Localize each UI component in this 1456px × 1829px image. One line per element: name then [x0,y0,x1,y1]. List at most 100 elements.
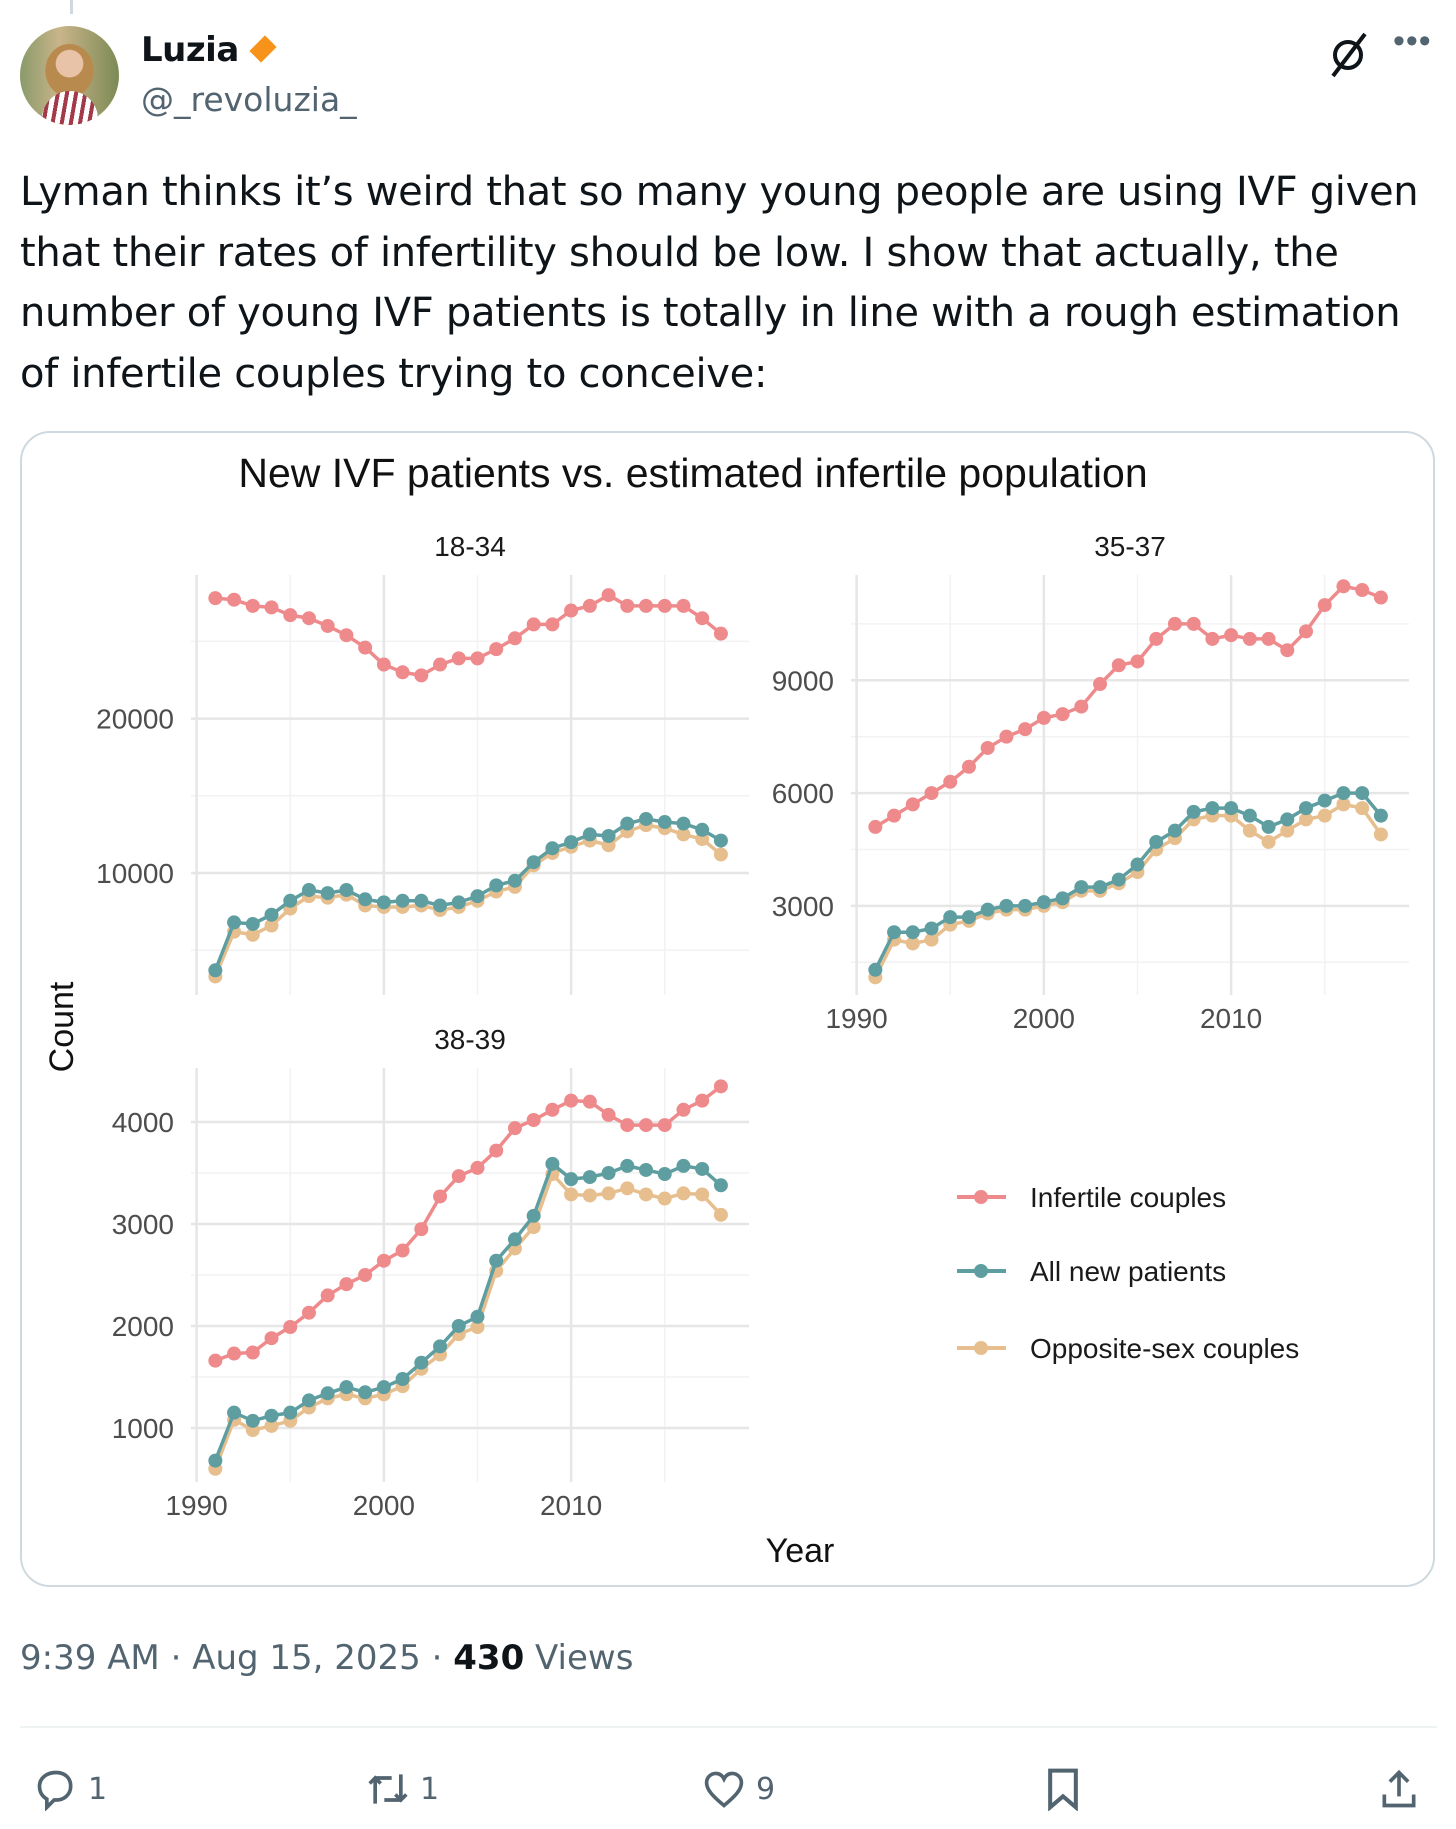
chart-image-card[interactable] [20,431,1435,1587]
data-point-infertile-couples [414,668,429,683]
separator: · [170,1638,182,1678]
data-point-infertile-couples [1224,628,1239,643]
data-point-all-new-patients [1299,801,1314,816]
x-tick-label: 2000 [353,1490,415,1521]
data-point-infertile-couples [657,598,672,613]
data-point-all-new-patients [489,1253,504,1268]
y-tick-label: 1000 [112,1413,174,1444]
data-point-infertile-couples [868,819,883,834]
data-point-infertile-couples [339,628,354,643]
data-point-all-new-patients [227,1405,242,1420]
data-point-all-new-patients [695,822,710,837]
post-date[interactable]: Aug 15, 2025 [192,1638,421,1678]
series-line-infertile-couples [874,584,1382,829]
data-point-all-new-patients [526,855,541,870]
data-point-infertile-couples [1242,631,1257,646]
x-tick-label: 2000 [1013,1003,1075,1034]
legend-key-point [974,1341,988,1355]
post-meta: 9:39 AM · Aug 15, 2025 · 430 Views [20,1638,633,1678]
series-line-opposite-sex-couples [213,1170,723,1470]
data-point-infertile-couples [376,657,391,672]
legend-label: Infertile couples [1030,1182,1226,1213]
series-line-all-new-patients [213,817,722,971]
data-point-infertile-couples [433,1189,448,1204]
data-point-all-new-patients [245,1413,260,1428]
data-point-infertile-couples [227,1346,242,1361]
data-point-all-new-patients [301,1393,316,1408]
data-point-infertile-couples [414,1222,429,1237]
data-point-infertile-couples [1093,677,1108,692]
data-point-all-new-patients [283,1405,298,1420]
post-time[interactable]: 9:39 AM [20,1638,160,1678]
repost-button[interactable]: 1 [366,1765,439,1813]
data-point-infertile-couples [376,1253,391,1268]
data-point-infertile-couples [526,617,541,632]
series-line-all-new-patients [873,791,1383,971]
data-point-infertile-couples [545,1102,560,1117]
data-point-all-new-patients [208,963,223,978]
data-point-infertile-couples [395,1243,410,1258]
x-tick-label: 2010 [1200,1003,1262,1034]
series-line-infertile-couples [215,593,723,678]
legend-key-point [974,1264,988,1278]
data-point-all-new-patients [905,925,920,940]
data-point-opposite-sex-couples [245,927,260,942]
data-point-all-new-patients [227,915,242,930]
like-button[interactable]: 9 [702,1765,775,1813]
share-button[interactable] [1377,1765,1421,1813]
data-point-all-new-patients [1167,823,1182,838]
data-point-infertile-couples [943,774,958,789]
data-point-infertile-couples [639,598,654,613]
data-point-all-new-patients [1093,880,1108,895]
data-point-infertile-couples [470,651,485,666]
data-point-infertile-couples [1336,579,1351,594]
data-point-infertile-couples [507,631,522,646]
data-point-infertile-couples [1355,583,1370,598]
bookmark-button[interactable] [1041,1765,1085,1813]
data-point-all-new-patients [1317,793,1332,808]
data-point-infertile-couples [980,740,995,755]
author-name[interactable]: Luzia [141,30,239,70]
data-point-all-new-patients [695,1161,710,1176]
more-icon[interactable]: ••• [1393,22,1432,60]
reply-button[interactable]: 1 [34,1765,107,1813]
data-point-infertile-couples [358,640,373,655]
data-point-infertile-couples [924,786,939,801]
data-point-all-new-patients [470,889,485,904]
author-handle[interactable]: @_revoluzia_ [141,80,357,119]
data-point-all-new-patients [943,910,958,925]
data-point-infertile-couples [961,759,976,774]
data-point-infertile-couples [320,1288,335,1303]
data-point-all-new-patients [639,1162,654,1177]
y-tick-label: 9000 [772,665,834,696]
series-line-opposite-sex-couples [873,802,1383,979]
series-line-infertile-couples [214,1084,722,1363]
data-point-opposite-sex-couples [676,827,691,842]
data-point-infertile-couples [564,1093,579,1108]
data-point-all-new-patients [713,1178,728,1193]
data-point-all-new-patients [358,1385,373,1400]
data-point-infertile-couples [695,611,710,626]
data-point-all-new-patients [395,893,410,908]
divider [20,1726,1437,1728]
panel-label: 18-34 [434,531,506,562]
data-point-opposite-sex-couples [695,1187,710,1202]
data-point-all-new-patients [1261,819,1276,834]
grok-icon[interactable] [1327,30,1371,90]
data-point-infertile-couples [433,657,448,672]
data-point-opposite-sex-couples [264,918,279,933]
data-point-all-new-patients [414,1355,429,1370]
data-point-all-new-patients [1186,804,1201,819]
data-point-infertile-couples [582,1094,597,1109]
data-point-infertile-couples [227,592,242,607]
data-point-opposite-sex-couples [1355,801,1370,816]
avatar[interactable] [20,26,119,125]
data-point-infertile-couples [1280,643,1295,658]
data-point-infertile-couples [526,1113,541,1128]
data-point-infertile-couples [1317,598,1332,613]
data-point-infertile-couples [1036,710,1051,725]
data-point-all-new-patients [639,811,654,826]
data-point-all-new-patients [433,1339,448,1354]
data-point-all-new-patients [301,883,316,897]
